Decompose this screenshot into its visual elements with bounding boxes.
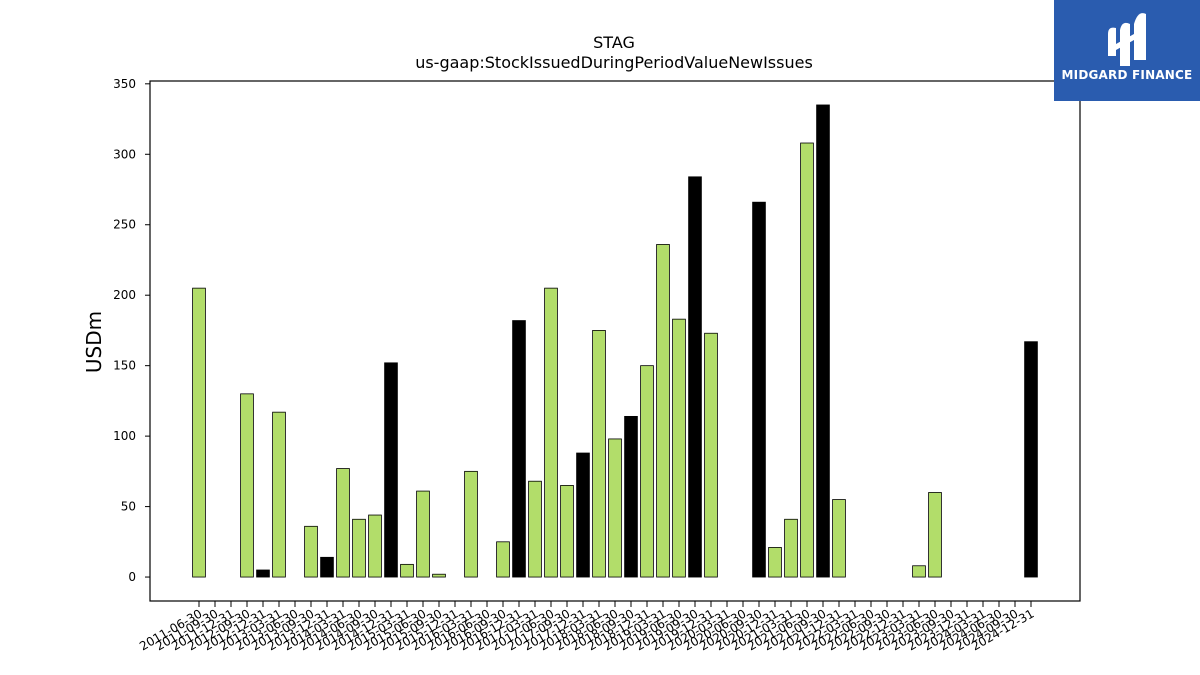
bar-2023-06-30 [928,492,942,578]
bar-2014-03-31 [336,468,350,578]
bar-2018-12-31 [640,365,654,578]
bar-2023-03-31 [912,565,926,578]
y-tick-label-100: 100 [113,429,136,443]
bar-2018-09-30 [624,415,638,578]
midgard-logo-icon [1108,13,1146,66]
bar-2013-09-30 [304,525,318,578]
y-tick-label-300: 300 [113,147,136,161]
bar-2016-09-30 [496,541,510,578]
bar-2020-12-31 [768,547,782,578]
y-tick-label-200: 200 [113,288,136,302]
bar-2021-03-31 [784,518,798,578]
y-axis: 0 50 100 150 200 250 300 350 [113,77,150,584]
bar-2013-03-31 [272,411,286,578]
bar-2021-09-30 [816,104,830,578]
y-tick-label-350: 350 [113,77,136,91]
bar-2020-09-30 [752,201,766,578]
bar-2014-09-30 [368,514,382,578]
bar-2014-12-31 [384,362,398,578]
bar-2013-12-31 [320,556,334,578]
bar-2019-12-31 [704,332,718,578]
bar-2019-09-30 [688,176,702,578]
bar-2016-12-31 [512,320,526,578]
company-logo: MIDGARD FINANCE [1054,0,1200,101]
bar-2017-06-30 [544,287,558,578]
bar-2014-06-30 [352,518,366,578]
y-tick-label-50: 50 [121,500,136,514]
bar-2017-09-30 [560,485,574,578]
bar-2018-06-30 [608,438,622,578]
bar-2016-03-31 [464,470,478,578]
bar-2017-12-31 [576,452,590,578]
y-tick-label-250: 250 [113,218,136,232]
bar-2011-06-30 [192,287,206,578]
logo-text: MIDGARD FINANCE [1061,68,1193,82]
bar-2015-09-30 [432,573,446,578]
x-axis: 2011-06-302011-09-302011-12-312012-09-30… [137,601,1037,653]
bars-group [192,104,1038,578]
bar-2012-12-31 [256,569,270,578]
y-axis-label: USDm [82,311,106,373]
y-tick-label-0: 0 [128,570,136,584]
bar-2019-03-31 [656,244,670,578]
bar-2024-12-31 [1024,341,1038,578]
bar-2019-06-30 [672,318,686,578]
plot-frame [149,80,1081,602]
bar-2018-03-31 [592,330,606,578]
chart-subtitle: us-gaap:StockIssuedDuringPeriodValueNewI… [415,53,813,72]
bar-2021-12-31 [832,499,846,578]
bar-2017-03-31 [528,480,542,578]
chart-title: STAG [593,33,635,52]
bar-2021-06-30 [800,142,814,578]
y-tick-label-150: 150 [113,359,136,373]
bar-2015-03-31 [400,563,414,578]
bar-2015-06-30 [416,490,430,578]
bar-2012-09-30 [240,393,254,578]
